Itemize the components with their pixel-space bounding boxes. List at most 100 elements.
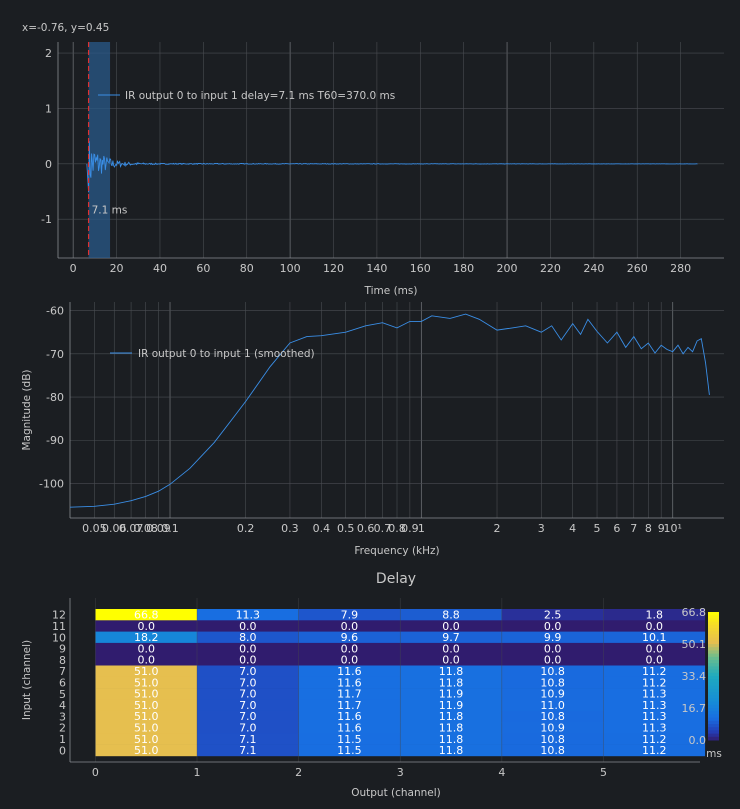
heatmap-cell-value: 7.9 (341, 609, 359, 622)
colorbar-segment (708, 647, 719, 651)
colorbar-tick-label: 66.8 (682, 606, 707, 619)
x-tick-label: 0.9 (401, 522, 419, 535)
heatmap-cell-value: 11.3 (236, 609, 261, 622)
heatmap-cell (197, 609, 299, 621)
x-tick-label: 5 (594, 522, 601, 535)
y-tick-label: 9 (59, 643, 66, 656)
heatmap-cell (501, 631, 604, 644)
heatmap-cell (501, 722, 604, 734)
colorbar-segment (708, 727, 719, 731)
x-tick-label: 100 (280, 262, 301, 275)
heatmap-cell (603, 654, 706, 666)
y-tick-label: 0 (59, 744, 66, 757)
x-tick-label: 80 (240, 262, 254, 275)
cursor-readout: x=-0.76, y=0.45 (22, 22, 109, 34)
heatmap-cell (95, 620, 198, 632)
heatmap-cell (197, 744, 299, 757)
x-tick-label: 240 (583, 262, 604, 275)
heatmap-cell-value: 11.6 (337, 710, 362, 723)
heatmap-cell-value: 0.0 (137, 654, 155, 667)
x-tick-label: 4 (569, 522, 576, 535)
x-tick-label: 8 (645, 522, 652, 535)
colorbar-segment (708, 634, 719, 639)
heatmap-cell (95, 642, 198, 655)
x-tick-label: 180 (453, 262, 474, 275)
heatmap-cell-value: 0.0 (544, 642, 562, 655)
heatmap-cell-value: 66.8 (134, 609, 159, 622)
heatmap-cell-value: 10.8 (540, 744, 565, 757)
y-tick-label: 5 (59, 688, 66, 701)
heatmap-cell (400, 688, 502, 700)
impulse-response-chart[interactable]: 0 20 40 60 80 100 120 140 160 180 200 220 240 260 280-… (41, 42, 724, 297)
heatmap-cell-value: 11.9 (439, 688, 464, 701)
heatmap-cell (603, 688, 706, 700)
heatmap-cell-value: 11.3 (642, 699, 667, 712)
y-tick-label: -60 (46, 305, 64, 318)
colorbar-segment (708, 701, 719, 706)
colorbar-segment (708, 672, 719, 677)
heatmap-cell (95, 609, 198, 621)
heatmap-cell-value: 11.7 (337, 699, 362, 712)
x-tick-label: 7 (630, 522, 637, 535)
heatmap-cell (400, 699, 502, 711)
delay-window-band (88, 42, 111, 258)
heatmap-cell (400, 710, 502, 723)
x-tick-label: 260 (627, 262, 648, 275)
heatmap-cell (400, 676, 502, 689)
heatmap-cell (197, 733, 299, 745)
colorbar-segment (708, 692, 719, 696)
heatmap-cell (501, 699, 604, 711)
heatmap-cell-value: 7.0 (239, 722, 257, 735)
heatmap-cell-value: 11.6 (337, 722, 362, 735)
x-tick-label: 280 (670, 262, 691, 275)
legend-entry: IR output 0 to input 1 (smoothed) (138, 348, 315, 360)
heatmap-cell-value: 0.0 (341, 642, 359, 655)
heatmap-cell (95, 631, 198, 644)
heatmap-cell-value: 11.8 (439, 744, 464, 757)
heatmap-cell-value: 11.8 (439, 722, 464, 735)
heatmap-cell-value: 11.6 (337, 665, 362, 678)
heatmap-cell-value: 11.6 (337, 676, 362, 689)
heatmap-title: Delay (376, 571, 416, 587)
heatmap-cell-value: 11.5 (337, 733, 362, 746)
y-tick-label: 7 (59, 665, 66, 678)
y-axis-title: Magnitude (dB) (21, 369, 33, 450)
heatmap-cell-value: 11.3 (642, 722, 667, 735)
x-tick-label: 3 (397, 766, 404, 779)
delay-marker-label: 7.1 ms (92, 205, 128, 217)
heatmap-cell (298, 642, 401, 655)
colorbar-segment (708, 650, 719, 655)
heatmap-cell-value: 11.2 (642, 676, 667, 689)
heatmap-cell (95, 688, 198, 700)
heatmap-cell-value: 10.8 (540, 733, 565, 746)
frequency-response-chart[interactable]: 0.050.060.070.080.090.1 0.2 0.3 0.4 0.5 0.6 0.… (21, 302, 724, 557)
heatmap-cell (197, 676, 299, 689)
x-tick-label: 5 (600, 766, 607, 779)
x-tick-label: 0.6 (357, 522, 375, 535)
colorbar-segment (708, 656, 719, 661)
heatmap-cell (400, 654, 502, 666)
heatmap-cell (501, 744, 604, 757)
x-tick-label: 0.06 (102, 522, 127, 535)
colorbar-segment (708, 644, 719, 648)
colorbar-segment (708, 717, 719, 722)
x-tick-label: 9 (658, 522, 665, 535)
heatmap-cell-value: 0.0 (239, 620, 257, 633)
x-tick-label: 0.09 (146, 522, 171, 535)
heatmap-cell-value: 7.0 (239, 676, 257, 689)
heatmap-cell-value: 11.5 (337, 744, 362, 757)
y-tick-label: 10 (52, 631, 66, 644)
x-tick-label: 0.07 (119, 522, 144, 535)
heatmap-cell-value: 51.0 (134, 699, 159, 712)
colorbar-segment (708, 695, 719, 699)
heatmap-cell (298, 676, 401, 689)
heatmap-cell (197, 699, 299, 711)
heatmap-cell-value: 11.8 (439, 710, 464, 723)
heatmap-cell (603, 642, 706, 655)
ir-series-line (86, 141, 698, 193)
heatmap-cell (400, 722, 502, 734)
heatmap-cell (603, 744, 706, 757)
x-tick-label: 120 (323, 262, 344, 275)
heatmap-cell (603, 676, 706, 689)
